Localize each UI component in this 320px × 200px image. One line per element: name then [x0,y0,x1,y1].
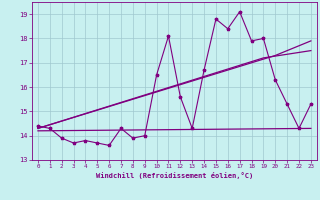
X-axis label: Windchill (Refroidissement éolien,°C): Windchill (Refroidissement éolien,°C) [96,172,253,179]
